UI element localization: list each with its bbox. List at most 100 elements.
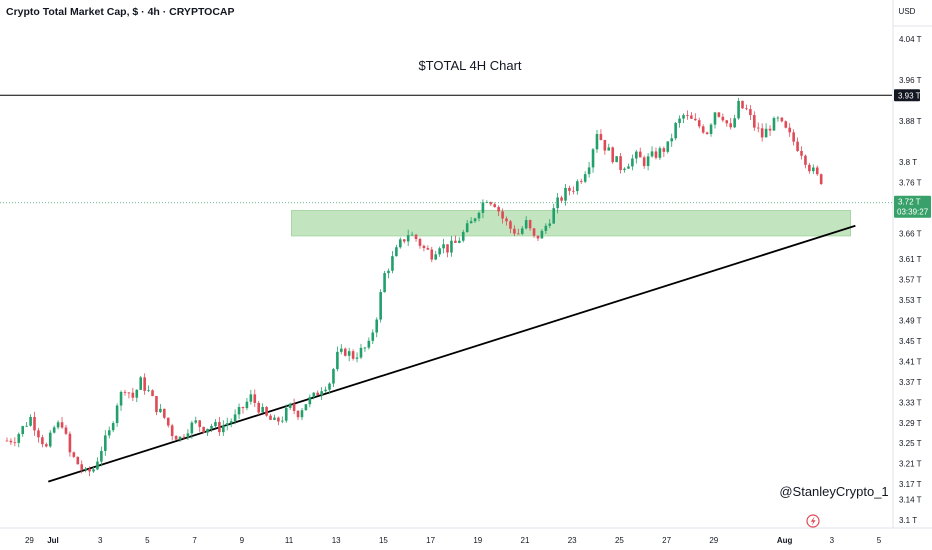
candle [450, 235, 453, 257]
candle [442, 238, 445, 254]
candle [159, 404, 162, 413]
candle [64, 424, 68, 436]
price-tick-label: 3.76 T [899, 178, 922, 187]
candles-layer [5, 97, 823, 477]
candle [104, 430, 107, 456]
axes [0, 0, 932, 529]
candle [595, 129, 599, 153]
symbol-header[interactable]: Crypto Total Market Cap, $ · 4h · CRYPTO… [6, 6, 235, 18]
candle [170, 423, 174, 441]
time-tick-label: 13 [332, 536, 341, 545]
candle [371, 329, 375, 345]
candle [316, 390, 320, 396]
support-zone-layer [291, 210, 851, 237]
candle [414, 233, 418, 242]
candle [241, 406, 245, 414]
price-tick-label: 3.41 T [899, 357, 922, 366]
candle [328, 382, 331, 394]
candle [166, 417, 170, 428]
candle [107, 426, 111, 439]
tv-logo-layer [806, 514, 820, 528]
candle [438, 246, 441, 257]
price-tick-label: 3.49 T [899, 316, 922, 325]
candle [481, 199, 485, 219]
candle [281, 416, 284, 424]
candle [501, 208, 504, 224]
candle [261, 403, 264, 414]
candle [206, 428, 209, 436]
candle [127, 392, 131, 399]
candle [591, 147, 595, 173]
candle [505, 216, 508, 226]
candle [265, 406, 268, 417]
price-tick-label: 3.61 T [899, 255, 922, 264]
candle [804, 154, 807, 169]
candle [749, 105, 752, 120]
candle [713, 111, 717, 129]
author-watermark: @StanleyCrypto_1 [779, 484, 888, 499]
candle [690, 112, 693, 120]
candle [674, 121, 677, 141]
candle [737, 97, 740, 120]
candle [406, 229, 410, 247]
candle [182, 434, 186, 440]
candle [332, 367, 335, 388]
support-zone[interactable] [291, 210, 851, 237]
trendline-layer [48, 224, 856, 483]
candle [536, 235, 540, 241]
candle [469, 217, 473, 224]
candle [29, 414, 32, 427]
candle [25, 421, 28, 428]
lightning-icon[interactable] [806, 514, 820, 528]
candle [418, 237, 422, 249]
time-tick-label: 3 [98, 536, 103, 545]
candle [772, 116, 776, 131]
candle [430, 246, 434, 263]
price-tick-label: 3.14 T [899, 496, 922, 505]
candle [340, 344, 343, 355]
price-tick-label: 3.57 T [899, 276, 922, 285]
candle [776, 116, 780, 122]
time-tick-label: 23 [568, 536, 577, 545]
candle [143, 373, 146, 395]
candle [123, 389, 127, 396]
candle [284, 404, 288, 423]
time-tick-label: 19 [473, 536, 482, 545]
time-axis: 29 Jul 3 5 7 9 11 13 15 17 19 21 23 25 27 29 Aug 3 5 [25, 536, 882, 545]
time-tick-label: 15 [379, 536, 388, 545]
candle [363, 346, 367, 352]
candle [705, 131, 709, 135]
candle [147, 385, 150, 393]
candle [17, 432, 21, 448]
price-tick-label: 3.29 T [899, 419, 922, 428]
price-tick-label: 3.45 T [899, 337, 922, 346]
candle [532, 227, 536, 238]
candle [552, 203, 556, 225]
candle [84, 466, 87, 473]
price-tick-label: 3.53 T [899, 296, 922, 305]
time-tick-label: 29 [25, 536, 34, 545]
time-tick-label: 21 [521, 536, 530, 545]
candle [9, 438, 13, 446]
candle [249, 389, 253, 405]
candle [151, 389, 154, 397]
candle [76, 456, 80, 465]
currency-label[interactable]: USD [899, 7, 916, 16]
price-tick-label: 3.33 T [899, 398, 922, 407]
candle [80, 460, 84, 474]
ascending-trendline[interactable] [48, 224, 856, 483]
candle [355, 352, 359, 363]
candle [379, 289, 382, 323]
candle [277, 416, 280, 426]
candle [174, 435, 178, 440]
candle [222, 420, 225, 436]
last-price-tag [894, 195, 931, 218]
candle [115, 403, 119, 427]
time-tick-label: 17 [426, 536, 435, 545]
candle [579, 178, 583, 184]
candle [611, 146, 615, 164]
candle [509, 219, 512, 234]
resistance-price-text: 3.93 T [898, 91, 921, 100]
price-tick-label: 3.25 T [899, 439, 922, 448]
